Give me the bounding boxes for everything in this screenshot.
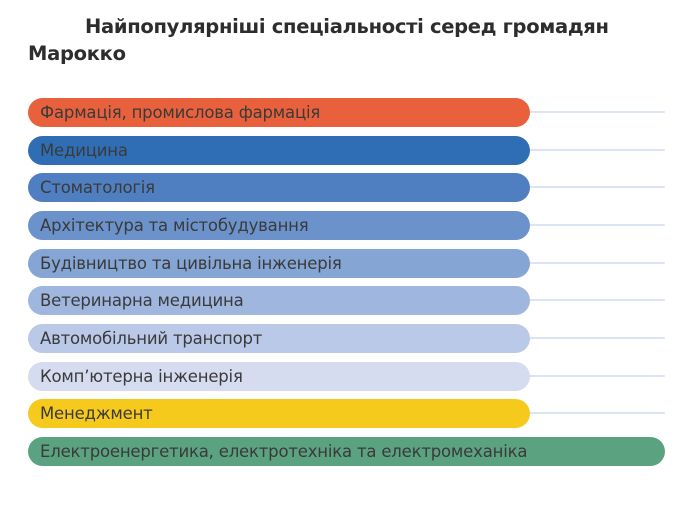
bar-label: Будівництво та цивільна інженерія — [40, 254, 342, 273]
bar-row: Електроенергетика, електротехніка та еле… — [28, 437, 665, 466]
bar-label: Менеджмент — [40, 404, 153, 423]
bar-label: Ветеринарна медицина — [40, 291, 244, 310]
bar: Ветеринарна медицина — [28, 286, 530, 315]
bar: Автомобільний транспорт — [28, 324, 530, 353]
bar-row: Стоматологія — [28, 173, 665, 202]
bar-chart: Фармація, промислова фармація Медицина С… — [28, 0, 665, 505]
bar: Медицина — [28, 136, 530, 165]
bar-row: Архітектура та містобудування — [28, 211, 665, 240]
bar-row: Ветеринарна медицина — [28, 286, 665, 315]
bar-row: Медицина — [28, 136, 665, 165]
chart-title-line-1: Найпопулярніші спеціальності серед грома… — [85, 15, 609, 38]
bar: Менеджмент — [28, 399, 530, 428]
bar-label: Компʼютерна інженерія — [40, 367, 243, 386]
bar: Компʼютерна інженерія — [28, 362, 530, 391]
bar-row: Автомобільний транспорт — [28, 324, 665, 353]
bar: Фармація, промислова фармація — [28, 98, 530, 127]
bar-row: Будівництво та цивільна інженерія — [28, 249, 665, 278]
bar-label: Архітектура та містобудування — [40, 216, 309, 235]
chart-title: Найпопулярніші спеціальності серед грома… — [28, 13, 688, 67]
bar-label: Електроенергетика, електротехніка та еле… — [40, 442, 528, 461]
bar: Архітектура та містобудування — [28, 211, 530, 240]
bar: Стоматологія — [28, 173, 530, 202]
bar-label: Медицина — [40, 141, 128, 160]
chart-title-line-2: Марокко — [28, 42, 126, 65]
bar-label: Фармація, промислова фармація — [40, 103, 321, 122]
bar-label: Автомобільний транспорт — [40, 329, 263, 348]
bar: Будівництво та цивільна інженерія — [28, 249, 530, 278]
bar-row: Менеджмент — [28, 399, 665, 428]
bar-label: Стоматологія — [40, 178, 155, 197]
bar-row: Компʼютерна інженерія — [28, 362, 665, 391]
bar-row: Фармація, промислова фармація — [28, 98, 665, 127]
bar: Електроенергетика, електротехніка та еле… — [28, 437, 665, 466]
